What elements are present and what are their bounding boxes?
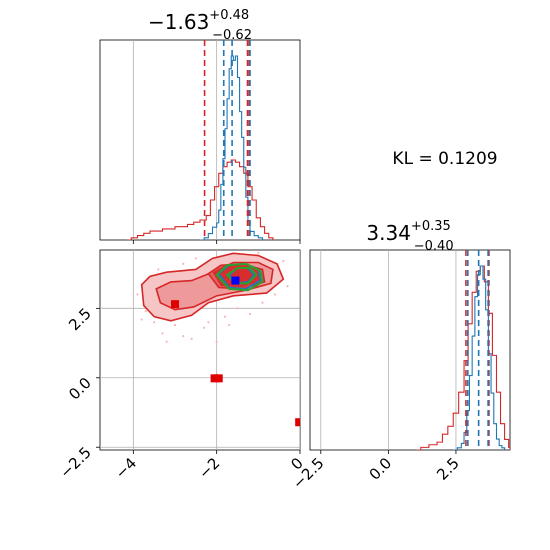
right-plot-layer bbox=[320, 250, 510, 450]
scatter-point bbox=[173, 323, 177, 327]
right-axes-frame bbox=[309, 249, 511, 451]
y-tick-label: 2.5 bbox=[65, 304, 95, 334]
scatter-point bbox=[182, 335, 185, 338]
scatter-point bbox=[286, 285, 289, 288]
scatter-point bbox=[207, 321, 210, 324]
scatter-point bbox=[157, 268, 160, 271]
kl-divergence-label: KL = 0.1209 bbox=[392, 149, 497, 169]
scatter-point bbox=[261, 301, 264, 304]
red-marker bbox=[214, 374, 223, 383]
red-marker bbox=[295, 418, 300, 427]
bottom-left-plot-layer bbox=[100, 250, 300, 450]
param2-title-minus: −0.40 bbox=[414, 239, 454, 254]
scatter-point bbox=[223, 315, 227, 318]
param1-title-plus: +0.48 bbox=[209, 8, 249, 23]
top-left-panel: −1.63+0.48 −0.62 bbox=[99, 8, 301, 241]
scatter-point bbox=[153, 321, 156, 324]
param2-title: 3.34+0.35 −0.40 bbox=[366, 219, 453, 254]
scatter-point bbox=[140, 318, 143, 321]
x-tick-label: 0.0 bbox=[366, 454, 396, 484]
scatter-point bbox=[136, 293, 139, 296]
scatter-point bbox=[194, 257, 197, 260]
x-tick-label: −2 bbox=[195, 454, 223, 482]
blue-histogram bbox=[453, 265, 506, 450]
blue-marker bbox=[231, 276, 240, 285]
scatter-point bbox=[248, 312, 252, 315]
param1-title: −1.63+0.48 −0.62 bbox=[148, 8, 252, 43]
green-contour bbox=[215, 262, 264, 292]
param1-title-value: −1.63 bbox=[148, 10, 209, 34]
x-tick-label: 2.5 bbox=[433, 454, 463, 484]
scatter-point bbox=[203, 326, 206, 329]
top-left-plot-layer bbox=[127, 40, 274, 240]
scatter-point bbox=[144, 310, 147, 313]
scatter-point bbox=[236, 307, 239, 310]
y-tick-label: 0.0 bbox=[65, 374, 95, 404]
scatter-point bbox=[228, 323, 231, 327]
red-histogram bbox=[415, 265, 510, 450]
scatter-point bbox=[190, 337, 193, 340]
top-left-axes-frame bbox=[99, 39, 301, 241]
scatter-point bbox=[165, 340, 168, 343]
red-marker bbox=[171, 300, 179, 309]
param2-title-value: 3.34 bbox=[366, 221, 411, 245]
right-panel: 3.34+0.35 −0.40 bbox=[309, 219, 511, 451]
y-tick-label: −2.5 bbox=[56, 443, 94, 481]
scatter-point bbox=[257, 251, 260, 254]
param2-title-plus: +0.35 bbox=[411, 219, 451, 234]
param1-title-minus: −0.62 bbox=[212, 28, 252, 43]
scatter-point bbox=[273, 293, 277, 296]
red-marker bbox=[210, 374, 219, 383]
scatter-point bbox=[161, 332, 164, 335]
x-tick-label: −4 bbox=[112, 454, 140, 482]
scatter-point bbox=[215, 340, 218, 343]
scatter-point bbox=[182, 262, 185, 265]
red-histogram bbox=[127, 159, 274, 240]
scatter-point bbox=[282, 260, 285, 263]
